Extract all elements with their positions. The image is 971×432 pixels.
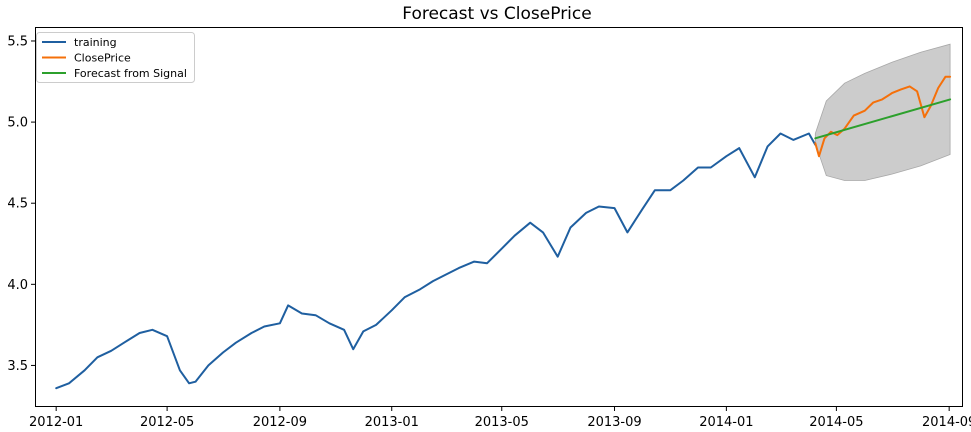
x-tick-label: 2012-05 (140, 415, 194, 430)
x-tick-label: 2012-01 (29, 415, 83, 430)
legend-label-0: training (74, 36, 117, 49)
confidence-band-layer (814, 43, 951, 181)
confidence-band (814, 43, 951, 181)
plot-area-frame (35, 27, 963, 407)
series-line-0 (55, 132, 817, 390)
legend-label-1: ClosePrice (74, 52, 131, 65)
x-tick-label: 2014-05 (809, 415, 863, 430)
x-tick-label: 2013-09 (587, 415, 641, 430)
y-tick-label: 4.5 (7, 197, 28, 212)
x-tick-label: 2014-09 (922, 415, 971, 430)
series-layer (55, 75, 952, 390)
x-tick-label: 2013-05 (475, 415, 529, 430)
y-tick-label: 5.0 (7, 116, 28, 131)
y-tick-label: 3.5 (7, 359, 28, 374)
legend-label-2: Forecast from Signal (74, 67, 187, 80)
x-axis: 2012-01 2012-05 2012-09 2013-01 2013-05 2013-… (29, 406, 971, 430)
series-line-2 (814, 98, 952, 140)
legend-box (36, 32, 195, 83)
y-tick-label: 4.0 (7, 278, 28, 293)
x-tick-label: 2014-01 (699, 415, 753, 430)
chart-title: Forecast vs ClosePrice (402, 4, 591, 24)
x-tick-label: 2012-09 (253, 415, 307, 430)
x-tick-label: 2013-01 (365, 415, 419, 430)
legend: training ClosePrice Forecast from Signal (36, 32, 195, 83)
y-axis: 3.5 4.0 4.5 5.0 5.5 (7, 34, 36, 374)
y-tick-label: 5.5 (7, 34, 28, 49)
